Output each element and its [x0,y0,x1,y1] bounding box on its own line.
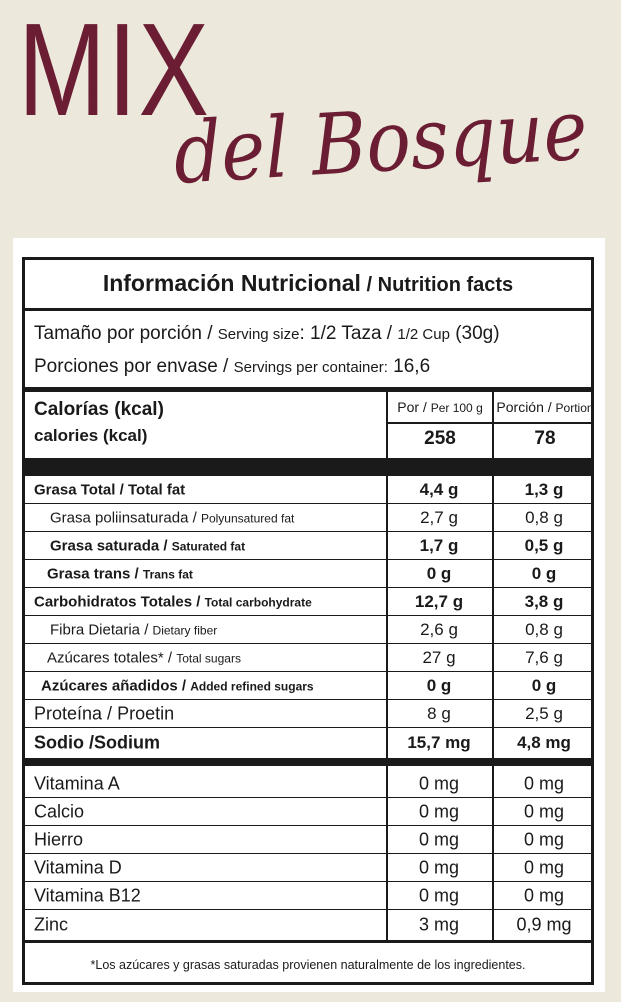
divider [25,308,591,311]
nutrient-row: Sodio /Sodium 15,7 mg 4,8 mg [34,732,571,753]
calories-es: Calorías (kcal) [34,399,164,420]
thick-divider [25,458,591,476]
serving-size-en: Serving size [217,326,300,343]
divider [386,422,591,424]
column-divider [386,476,388,758]
nutrient-row: Carbohidratos Totales / Total carbohydra… [25,588,591,616]
servings-sep: / [217,356,234,377]
servings-es: Porciones por envase [34,356,218,377]
title-en: Nutrition facts [377,274,514,296]
brand-title-script: del Bosque [171,80,590,203]
nutrient-row: Grasa Total / Total fat 4,4 g 1,3 g [25,476,591,504]
vitamin-row: Vitamina B12 0 mg 0 mg [25,882,591,910]
serving-size-grams: (30g) [449,323,500,344]
column-divider [386,766,388,940]
vitamin-row: Zinc 3 mg 0,9 mg [34,914,572,935]
column-header-per100: Por / Per 100 g [397,399,483,415]
label-title: Información Nutricional / Nutrition fact… [25,270,591,297]
serving-size: Tamaño por porción / Serving size: 1/2 T… [34,323,500,345]
title-separator: / [360,274,378,296]
nutrient-row: Grasa poliinsaturada / Polyunsatured fat… [25,504,591,532]
serving-size-value-en: 1/2 Cup [397,326,450,343]
column-divider [492,392,494,458]
calories-portion: 78 [534,428,556,449]
vitamin-row: Vitamina A 0 mg 0 mg [25,770,591,798]
footnote: *Los azúcares y grasas saturadas provien… [90,958,526,972]
serving-size-sep: / [201,323,218,344]
thick-divider [25,758,591,766]
divider [25,940,591,943]
column-divider [492,476,494,758]
column-divider [492,766,494,940]
serving-size-es: Tamaño por porción [34,323,202,344]
nutrient-row: Grasa saturada / Saturated fat 1,7 g 0,5 … [25,532,591,560]
column-header-portion: Porción / Portion [496,399,594,415]
column-divider [386,392,388,458]
servings-en: Servings per container: [233,359,388,376]
nutrient-row: Azúcares totales* / Total sugars 27 g 7,6… [25,644,591,672]
vitamin-row: Hierro 0 mg 0 mg [25,826,591,854]
calories-per100: 258 [424,428,456,449]
nutrient-row: Fibra Dietaria / Dietary fiber 2,6 g 0,8 … [25,616,591,644]
divider [25,387,591,392]
brand-title-mix: MIX [18,0,211,143]
vitamin-row: Vitamina D 0 mg 0 mg [25,854,591,882]
serving-size-value: : 1/2 Taza / [299,323,398,344]
servings-per-container: Porciones por envase / Servings per cont… [34,356,430,378]
vitamin-row: Calcio 0 mg 0 mg [25,798,591,826]
title-es: Información Nutricional [102,270,361,296]
nutrient-row: Azúcares añadidos / Added refined sugars… [25,672,591,700]
nutrient-row: Proteína / Proetin 8 g 2,5 g [25,700,591,728]
calories-en: calories (kcal) [34,426,148,445]
servings-value: 16,6 [387,356,431,377]
nutrition-facts-label: Información Nutricional / Nutrition fact… [22,257,594,985]
